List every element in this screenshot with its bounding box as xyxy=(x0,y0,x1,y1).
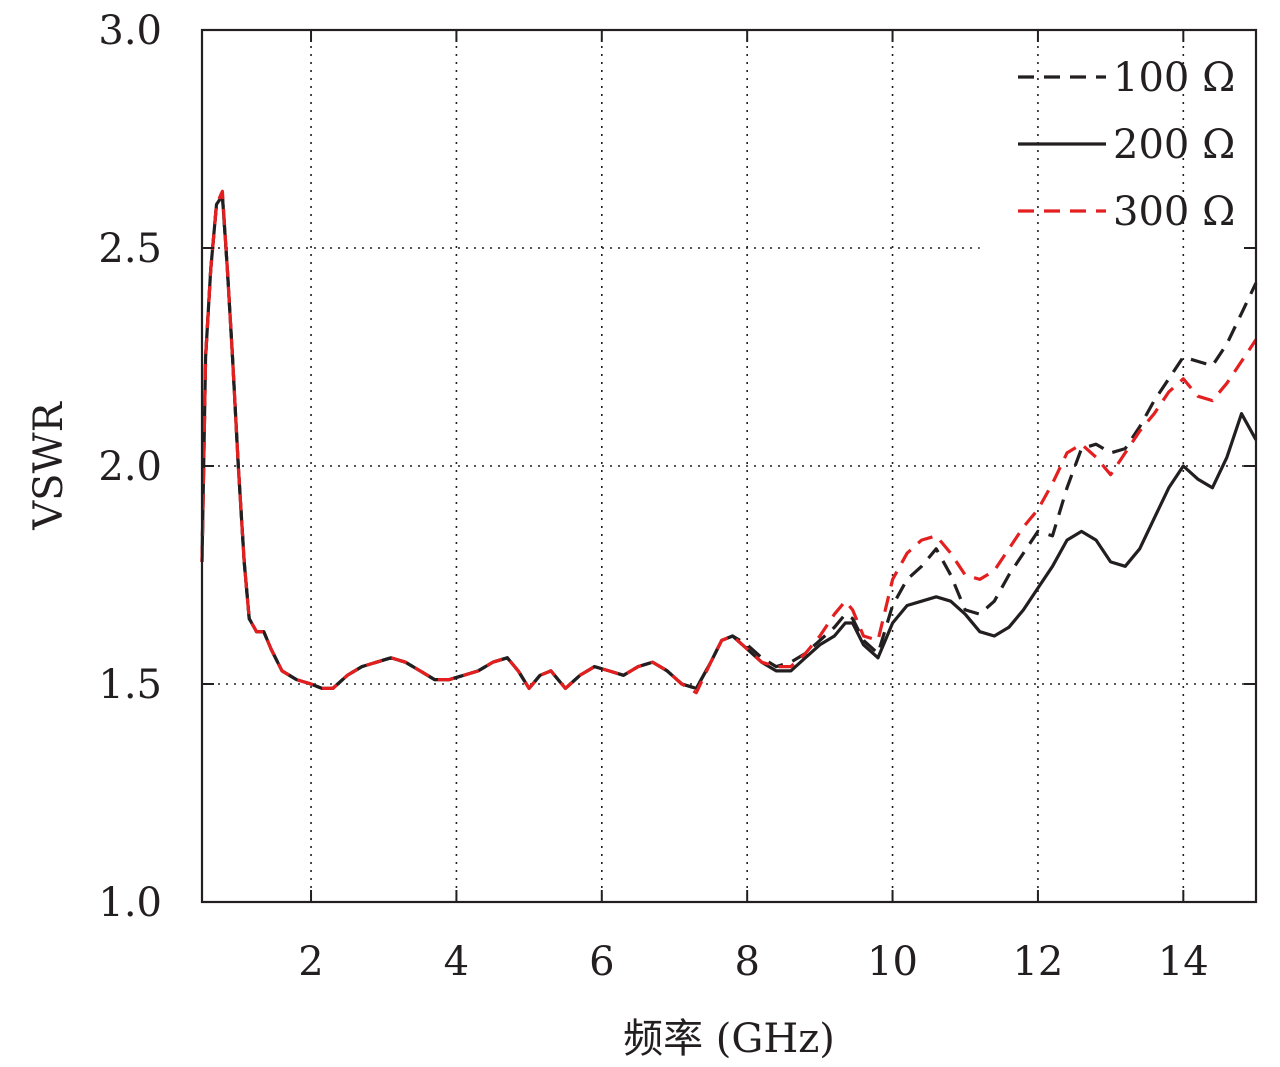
y-tick-label: 2.0 xyxy=(98,444,162,490)
label-layer: 2 4 6 8 10 12 14 1.0 1.5 2.0 2.5 3.0 xyxy=(98,8,1208,985)
series-line-2 xyxy=(200,194,1258,690)
x-axis-label: 频率 (GHz) xyxy=(623,1016,835,1062)
x-tick-label: 2 xyxy=(298,939,323,985)
grid-layer xyxy=(202,30,1256,902)
y-tick-label: 2.5 xyxy=(98,226,162,272)
y-tick-label: 3.0 xyxy=(98,8,162,54)
legend: 100 Ω 200 Ω 300 Ω xyxy=(1018,55,1235,235)
y-tick-label: 1.5 xyxy=(98,662,162,708)
x-tick-label: 8 xyxy=(734,939,759,985)
legend-label-1: 100 Ω xyxy=(1113,55,1235,101)
x-tick-label: 10 xyxy=(867,939,918,985)
x-tick-label: 12 xyxy=(1012,939,1063,985)
series-line-3 xyxy=(200,189,1258,695)
x-tick-label: 14 xyxy=(1158,939,1209,985)
x-tick-label: 6 xyxy=(589,939,614,985)
plot-frame xyxy=(200,28,1258,904)
series-layer xyxy=(200,189,1258,695)
x-tick-label: 4 xyxy=(444,939,469,985)
y-tick-label: 1.0 xyxy=(98,880,162,926)
series-line-1 xyxy=(200,194,1258,690)
y-axis-label: VSWR xyxy=(26,400,72,530)
legend-label-3: 300 Ω xyxy=(1113,189,1235,235)
tick-layer xyxy=(202,29,1256,903)
legend-label-2: 200 Ω xyxy=(1113,122,1235,168)
